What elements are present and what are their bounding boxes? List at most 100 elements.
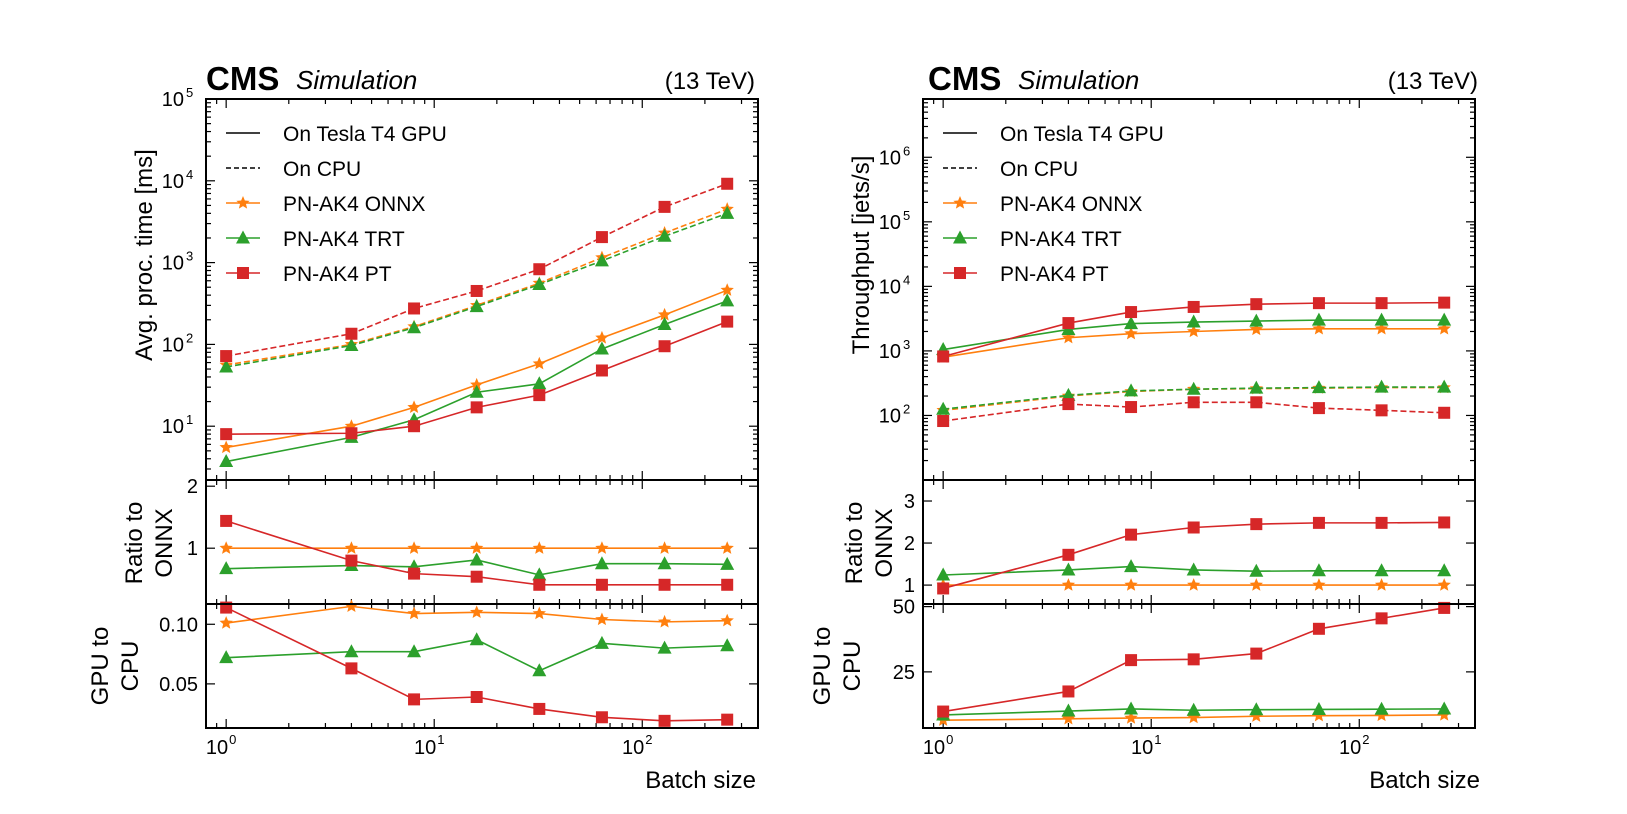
legend-marker	[236, 230, 250, 244]
data-point	[1124, 326, 1138, 340]
right-top-xticks	[922, 99, 1460, 480]
data-point	[219, 454, 234, 468]
data-point	[594, 341, 609, 355]
data-point	[1249, 380, 1264, 394]
data-point	[657, 614, 672, 628]
series-pn-ak4-trt-gpu	[936, 701, 1452, 721]
data-point	[345, 427, 358, 440]
y-tick-label: 10	[162, 89, 184, 111]
data-point	[407, 400, 421, 414]
data-point	[1311, 701, 1326, 715]
series-pn-ak4-pt-gpu	[937, 601, 1451, 718]
left-ratio-ylabel: Ratio to ONNX	[121, 502, 178, 585]
left-ratio-ylabel-line1: Ratio to	[121, 502, 148, 585]
legend-entry: On CPU	[943, 158, 1078, 181]
data-point	[1375, 516, 1388, 529]
data-point	[1061, 711, 1076, 725]
series-pn-ak4-trt-gpu	[219, 293, 735, 468]
legend-marker	[953, 196, 967, 209]
data-point	[1186, 381, 1201, 395]
legend-entry: PN-AK4 PT	[943, 263, 1109, 286]
right-gpu-frame	[922, 603, 1476, 729]
series-pn-ak4-trt-cpu	[936, 379, 1452, 415]
x-tick-label: 10	[1131, 737, 1153, 759]
data-point	[1186, 314, 1201, 328]
data-point	[657, 640, 672, 654]
series-pn-ak4-pt-gpu	[937, 296, 1451, 363]
data-point	[720, 283, 734, 296]
legend-entry: On Tesla T4 GPU	[226, 123, 447, 146]
data-point	[1249, 313, 1264, 327]
data-point	[1249, 702, 1264, 716]
data-point	[1437, 578, 1451, 591]
data-point	[1249, 709, 1263, 722]
data-point	[532, 541, 546, 554]
series-line	[226, 559, 728, 576]
x-tick-label: 10	[622, 737, 644, 759]
left-ratio-yticks: 12	[187, 476, 758, 560]
legend-marker	[237, 267, 249, 279]
data-point	[658, 200, 671, 213]
data-point	[1061, 578, 1076, 591]
y-tick-label: 2	[187, 476, 198, 498]
data-point	[407, 541, 421, 554]
y-tick-label: 50	[893, 597, 915, 619]
series-line	[943, 607, 1445, 713]
x-tick-exponent: 1	[1154, 732, 1161, 747]
simulation-label-right: Simulation	[1018, 65, 1139, 95]
legend-marker	[953, 230, 967, 244]
series-pn-ak4-pt-gpu	[937, 516, 1451, 595]
data-point	[408, 693, 421, 706]
series-line	[943, 319, 1445, 351]
left-xlabel: Batch size	[645, 767, 756, 794]
data-point	[1250, 647, 1263, 660]
series-line	[226, 320, 728, 435]
series-line	[942, 301, 1445, 358]
y-tick-label: 10	[162, 416, 184, 438]
data-point	[344, 337, 359, 351]
data-point	[1375, 297, 1388, 310]
y-tick-label: 10	[879, 276, 901, 298]
right-ratio-ylabel-line2: ONNX	[871, 508, 898, 577]
data-point	[469, 299, 484, 313]
legends: On Tesla T4 GPU On CPU PN-AK4 ONNX PN-AK4 T…	[226, 123, 1164, 286]
data-point	[533, 702, 546, 715]
data-point	[658, 578, 671, 591]
series-line	[943, 386, 1445, 410]
energy-label-left: (13 TeV)	[665, 68, 755, 95]
series-pn-ak4-pt-gpu	[220, 601, 734, 727]
series-pn-ak4-onnx-gpu	[936, 707, 1451, 726]
legend-entry: PN-AK4 ONNX	[226, 193, 425, 216]
series-line	[943, 565, 1445, 576]
data-point	[1312, 708, 1326, 722]
right-gpu-yticks: 25 50	[893, 597, 1475, 684]
data-point	[1437, 312, 1452, 326]
right-ratio-ylabel-line1: Ratio to	[841, 502, 868, 585]
legend-label: On Tesla T4 GPU	[1000, 123, 1164, 146]
data-point	[1124, 701, 1139, 715]
left-header: CMS Simulation (13 TeV)	[206, 60, 755, 97]
y-tick-exponent: 4	[903, 272, 910, 287]
data-point	[219, 359, 234, 373]
data-point	[936, 567, 951, 581]
y-tick-exponent: 6	[903, 143, 910, 158]
data-point	[1249, 563, 1264, 577]
legend-label: On CPU	[283, 158, 361, 181]
legend-marker	[954, 267, 966, 279]
data-point	[470, 377, 484, 391]
right-gpu-ylabel: GPU to CPU	[809, 627, 866, 706]
data-point	[595, 612, 609, 626]
data-point	[1311, 312, 1326, 326]
y-tick-exponent: 3	[186, 249, 193, 264]
data-point	[721, 315, 734, 328]
data-point	[407, 320, 422, 334]
data-point	[1187, 324, 1201, 338]
data-point	[1438, 516, 1451, 529]
x-tick-label: 10	[414, 737, 436, 759]
energy-label-right: (13 TeV)	[1388, 68, 1478, 95]
right-xlabel: Batch size	[1369, 767, 1480, 794]
x-tick-exponent: 0	[946, 732, 953, 747]
series-pn-ak4-pt-cpu	[937, 396, 1451, 428]
data-point	[470, 541, 484, 554]
